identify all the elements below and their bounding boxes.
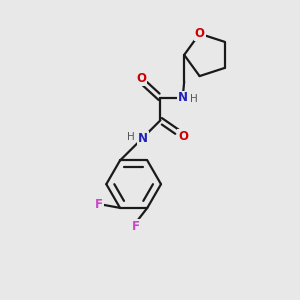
Text: H: H: [190, 94, 198, 104]
Text: H: H: [128, 132, 135, 142]
Text: O: O: [178, 130, 188, 142]
Text: O: O: [136, 72, 146, 85]
Text: F: F: [95, 198, 103, 212]
Text: F: F: [131, 220, 140, 233]
Text: O: O: [195, 27, 205, 40]
Text: N: N: [138, 132, 148, 145]
Text: N: N: [178, 92, 188, 104]
